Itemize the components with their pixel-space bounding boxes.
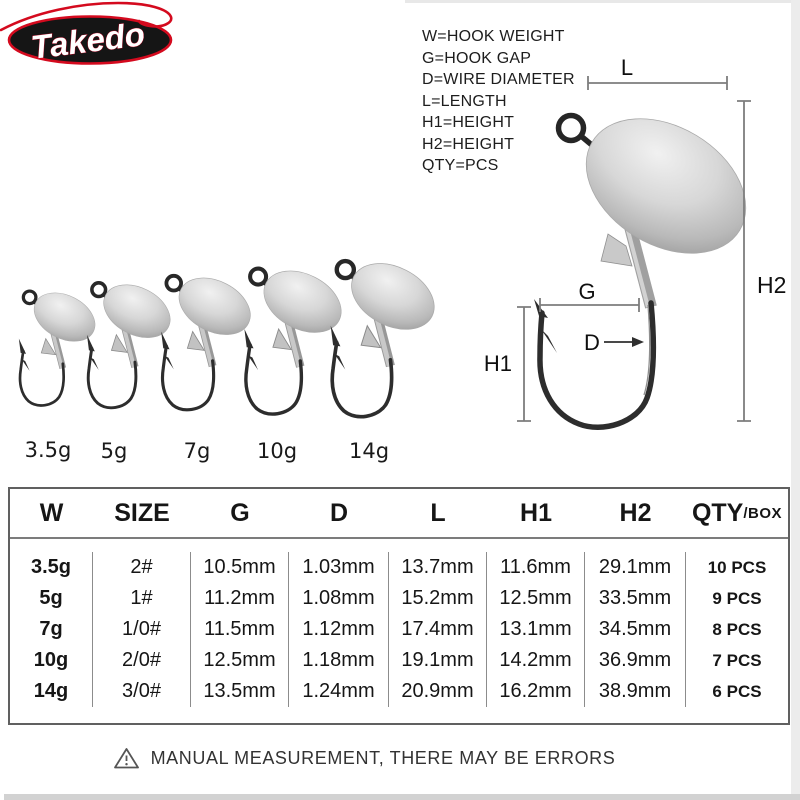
legend-line: G=HOOK GAP bbox=[422, 49, 532, 67]
header-g: G bbox=[230, 498, 250, 527]
label-height1: H1 bbox=[484, 351, 512, 376]
table-cell: 1.24mm bbox=[289, 676, 389, 707]
weight-label: 5g bbox=[100, 439, 128, 463]
table-cell: 12.5mm bbox=[191, 645, 289, 676]
table-cell: 10.5mm bbox=[191, 552, 289, 583]
table-cell: 34.5mm bbox=[585, 614, 686, 645]
logo-swoosh bbox=[0, 1, 173, 32]
table-cell: 10g bbox=[10, 645, 93, 676]
table-cell: 33.5mm bbox=[585, 583, 686, 614]
table-cell: 20.9mm bbox=[389, 676, 487, 707]
table-cell: 3.5g bbox=[10, 552, 93, 583]
table-cell: 13.1mm bbox=[487, 614, 585, 645]
table-cell: 1/0# bbox=[93, 614, 191, 645]
table-cell: 11.2mm bbox=[191, 583, 289, 614]
table-cell: 11.5mm bbox=[191, 614, 289, 645]
logo-ellipse bbox=[7, 15, 173, 65]
header-h2: H2 bbox=[619, 498, 652, 527]
table-cell: 19.1mm bbox=[389, 645, 487, 676]
header-l: L bbox=[430, 498, 446, 527]
table-cell: 6 PCS bbox=[712, 681, 762, 701]
legend-line: QTY=PCS bbox=[422, 157, 499, 174]
table-cell: 15.2mm bbox=[389, 583, 487, 614]
label-length: L bbox=[621, 55, 633, 80]
photo-edge-right bbox=[791, 0, 800, 800]
hook-barb bbox=[541, 329, 557, 353]
lead-head bbox=[585, 118, 747, 254]
jig-14g bbox=[327, 250, 449, 427]
table-cell: 14.2mm bbox=[487, 645, 585, 676]
table-cell: 13.7mm bbox=[389, 552, 487, 583]
table-cell: 36.9mm bbox=[585, 645, 686, 676]
bait-keeper bbox=[600, 233, 633, 267]
table-row: 5g 1# 11.2mm 1.08mm 15.2mm 12.5mm 33.5mm… bbox=[10, 583, 788, 614]
table-cell: 29.1mm bbox=[585, 552, 686, 583]
table-body: 3.5g 2# 10.5mm 1.03mm 13.7mm 11.6mm 29.1… bbox=[10, 539, 788, 707]
table-cell: 1.08mm bbox=[289, 583, 389, 614]
warning-text: MANUAL MEASUREMENT, THERE MAY BE ERRORS bbox=[150, 748, 616, 768]
hook-eye bbox=[555, 112, 587, 144]
d-arrow-head bbox=[632, 337, 644, 347]
legend-line: D=WIRE DIAMETER bbox=[422, 71, 575, 88]
header-qty-main: QTY bbox=[691, 498, 744, 527]
table-cell: 8 PCS bbox=[712, 619, 762, 639]
warning-triangle-icon bbox=[113, 748, 139, 769]
table-cell: 1.03mm bbox=[289, 552, 389, 583]
table-header-row: W SIZE G D L H1 H2 QTY/BOX bbox=[10, 489, 788, 539]
table-cell: 7g bbox=[10, 614, 93, 645]
legend-line: H2=HEIGHT bbox=[422, 135, 515, 153]
header-qty-sub: /BOX bbox=[743, 504, 783, 522]
table-cell: 5g bbox=[10, 583, 93, 614]
weight-label: 3.5g bbox=[24, 438, 72, 462]
table-cell: 9 PCS bbox=[712, 588, 762, 608]
table-cell: 7 PCS bbox=[712, 650, 762, 670]
legend-line: W=HOOK WEIGHT bbox=[422, 28, 565, 45]
table-row: 3.5g 2# 10.5mm 1.03mm 13.7mm 11.6mm 29.1… bbox=[10, 552, 788, 583]
table-cell: 2# bbox=[93, 552, 191, 583]
spec-table: W SIZE G D L H1 H2 QTY/BOX 3.5g 2# 10.5m… bbox=[8, 487, 790, 725]
header-w: W bbox=[39, 498, 64, 527]
label-diameter: D bbox=[584, 330, 600, 355]
dimension-lines bbox=[517, 76, 751, 422]
label-gap: G bbox=[578, 279, 595, 304]
table-cell: 12.5mm bbox=[487, 583, 585, 614]
label-height2: H2 bbox=[757, 272, 786, 298]
brand-logo: Takedo bbox=[0, 0, 196, 80]
table-cell: 11.6mm bbox=[487, 552, 585, 583]
measurement-warning: MANUAL MEASUREMENT, THERE MAY BE ERRORS bbox=[0, 746, 764, 771]
table-cell: 38.9mm bbox=[585, 676, 686, 707]
weight-label: 14g bbox=[348, 439, 390, 463]
table-cell: 1.12mm bbox=[289, 614, 389, 645]
table-row: 10g 2/0# 12.5mm 1.18mm 19.1mm 14.2mm 36.… bbox=[10, 645, 788, 676]
hook-point bbox=[534, 299, 548, 318]
table-cell: 2/0# bbox=[93, 645, 191, 676]
header-h1: H1 bbox=[520, 498, 552, 527]
dimension-diagram: L H2 G D H1 bbox=[484, 55, 786, 430]
weight-label: 10g bbox=[256, 439, 298, 463]
photo-edge-top bbox=[405, 0, 800, 3]
legend-line: L=LENGTH bbox=[422, 92, 507, 110]
hook-bend-highlight bbox=[643, 304, 651, 396]
table-cell: 17.4mm bbox=[389, 614, 487, 645]
photo-edge-bottom bbox=[4, 794, 800, 800]
table-row: 14g 3/0# 13.5mm 1.24mm 20.9mm 16.2mm 38.… bbox=[10, 676, 788, 707]
table-row: 7g 1/0# 11.5mm 1.12mm 17.4mm 13.1mm 34.5… bbox=[10, 614, 788, 645]
header-size: SIZE bbox=[114, 498, 170, 527]
legend: W=HOOK WEIGHT G=HOOK GAP D=WIRE DIAMETER… bbox=[422, 26, 575, 177]
header-qty: QTY/BOX bbox=[686, 499, 788, 528]
weight-label: 7g bbox=[183, 439, 211, 463]
table-cell: 1# bbox=[93, 583, 191, 614]
header-d: D bbox=[329, 498, 349, 527]
table-cell: 10 PCS bbox=[707, 557, 767, 577]
table-cell: 3/0# bbox=[93, 676, 191, 707]
legend-line: H1=HEIGHT bbox=[422, 114, 515, 131]
table-cell: 1.18mm bbox=[289, 645, 389, 676]
table-cell: 13.5mm bbox=[191, 676, 289, 707]
hook-bend bbox=[537, 300, 657, 430]
table-cell: 14g bbox=[10, 676, 93, 707]
table-cell: 16.2mm bbox=[487, 676, 585, 707]
